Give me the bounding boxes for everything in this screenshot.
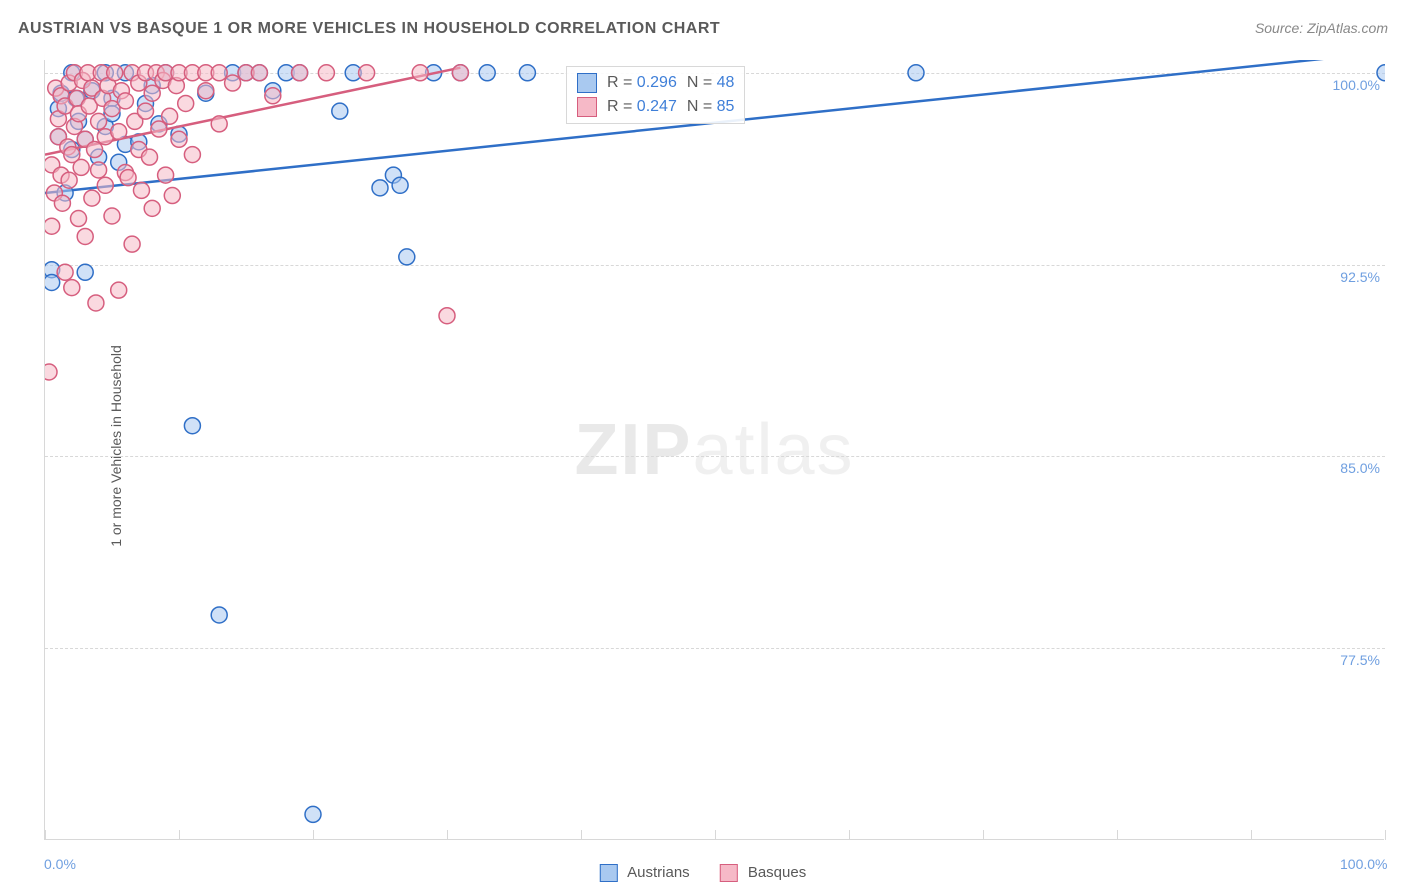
y-tick-label: 100.0% [1333, 77, 1380, 93]
scatter-point [61, 172, 77, 188]
scatter-point [84, 190, 100, 206]
y-tick-label: 92.5% [1340, 269, 1380, 285]
scatter-point [519, 65, 535, 81]
scatter-point [211, 607, 227, 623]
scatter-point [305, 806, 321, 822]
scatter-point [479, 65, 495, 81]
stats-n-value: 85 [717, 98, 735, 115]
scatter-point [392, 177, 408, 193]
scatter-point [138, 103, 154, 119]
stats-r-value: 0.247 [637, 98, 677, 115]
x-tick [1385, 830, 1386, 840]
scatter-point [162, 108, 178, 124]
scatter-point [142, 149, 158, 165]
stats-n-value: 48 [717, 74, 735, 91]
scatter-point [144, 200, 160, 216]
scatter-point [198, 83, 214, 99]
scatter-point [158, 167, 174, 183]
source-attribution: Source: ZipAtlas.com [1255, 20, 1388, 36]
scatter-point [88, 295, 104, 311]
scatter-point [292, 65, 308, 81]
scatter-point [164, 188, 180, 204]
stats-swatch [577, 73, 597, 93]
y-tick-label: 85.0% [1340, 460, 1380, 476]
stats-swatch [577, 97, 597, 117]
scatter-point [97, 177, 113, 193]
scatter-point [908, 65, 924, 81]
scatter-point [225, 75, 241, 91]
plot-svg [45, 60, 1385, 840]
scatter-point [452, 65, 468, 81]
scatter-point [372, 180, 388, 196]
chart-container: AUSTRIAN VS BASQUE 1 OR MORE VEHICLES IN… [0, 0, 1406, 892]
scatter-point [265, 88, 281, 104]
stats-r-label: R = 0.296 [607, 74, 677, 92]
x-tick-label: 0.0% [44, 856, 76, 872]
stats-n-label: N = 85 [687, 98, 735, 116]
stats-panel: R = 0.296 N = 48 R = 0.247 N = 85 [566, 66, 745, 124]
scatter-point [71, 211, 87, 227]
scatter-point [64, 280, 80, 296]
scatter-point [77, 228, 93, 244]
scatter-point [412, 65, 428, 81]
stats-r-value: 0.296 [637, 74, 677, 91]
scatter-point [399, 249, 415, 265]
scatter-point [178, 95, 194, 111]
scatter-point [251, 65, 267, 81]
plot-area: ZIPatlas [44, 60, 1384, 840]
scatter-point [111, 124, 127, 140]
x-tick-label: 100.0% [1340, 856, 1387, 872]
legend-swatch-austrians [600, 864, 618, 882]
legend-swatch-basques [720, 864, 738, 882]
legend-label-austrians: Austrians [627, 864, 690, 881]
stats-row: R = 0.296 N = 48 [577, 71, 734, 95]
scatter-point [211, 116, 227, 132]
series-legend: Austrians Basques [600, 864, 806, 882]
scatter-point [151, 121, 167, 137]
scatter-point [45, 274, 60, 290]
y-tick-label: 77.5% [1340, 652, 1380, 668]
scatter-point [359, 65, 375, 81]
scatter-point [73, 159, 89, 175]
scatter-point [184, 418, 200, 434]
scatter-point [318, 65, 334, 81]
scatter-point [104, 208, 120, 224]
scatter-point [57, 264, 73, 280]
stats-n-label: N = 48 [687, 74, 735, 92]
scatter-point [144, 85, 160, 101]
legend-item-austrians: Austrians [600, 864, 690, 882]
scatter-point [133, 182, 149, 198]
scatter-point [54, 195, 70, 211]
legend-label-basques: Basques [748, 864, 806, 881]
stats-row: R = 0.247 N = 85 [577, 95, 734, 119]
scatter-point [45, 218, 60, 234]
scatter-point [184, 147, 200, 163]
scatter-point [111, 282, 127, 298]
scatter-point [87, 142, 103, 158]
scatter-point [117, 93, 133, 109]
scatter-point [107, 65, 123, 81]
legend-item-basques: Basques [720, 864, 807, 882]
scatter-point [439, 308, 455, 324]
scatter-point [120, 170, 136, 186]
scatter-point [77, 264, 93, 280]
scatter-point [171, 131, 187, 147]
scatter-point [91, 162, 107, 178]
chart-title: AUSTRIAN VS BASQUE 1 OR MORE VEHICLES IN… [18, 20, 720, 38]
scatter-point [124, 236, 140, 252]
stats-r-label: R = 0.247 [607, 98, 677, 116]
scatter-point [332, 103, 348, 119]
scatter-point [45, 364, 57, 380]
scatter-point [91, 113, 107, 129]
scatter-point [211, 65, 227, 81]
